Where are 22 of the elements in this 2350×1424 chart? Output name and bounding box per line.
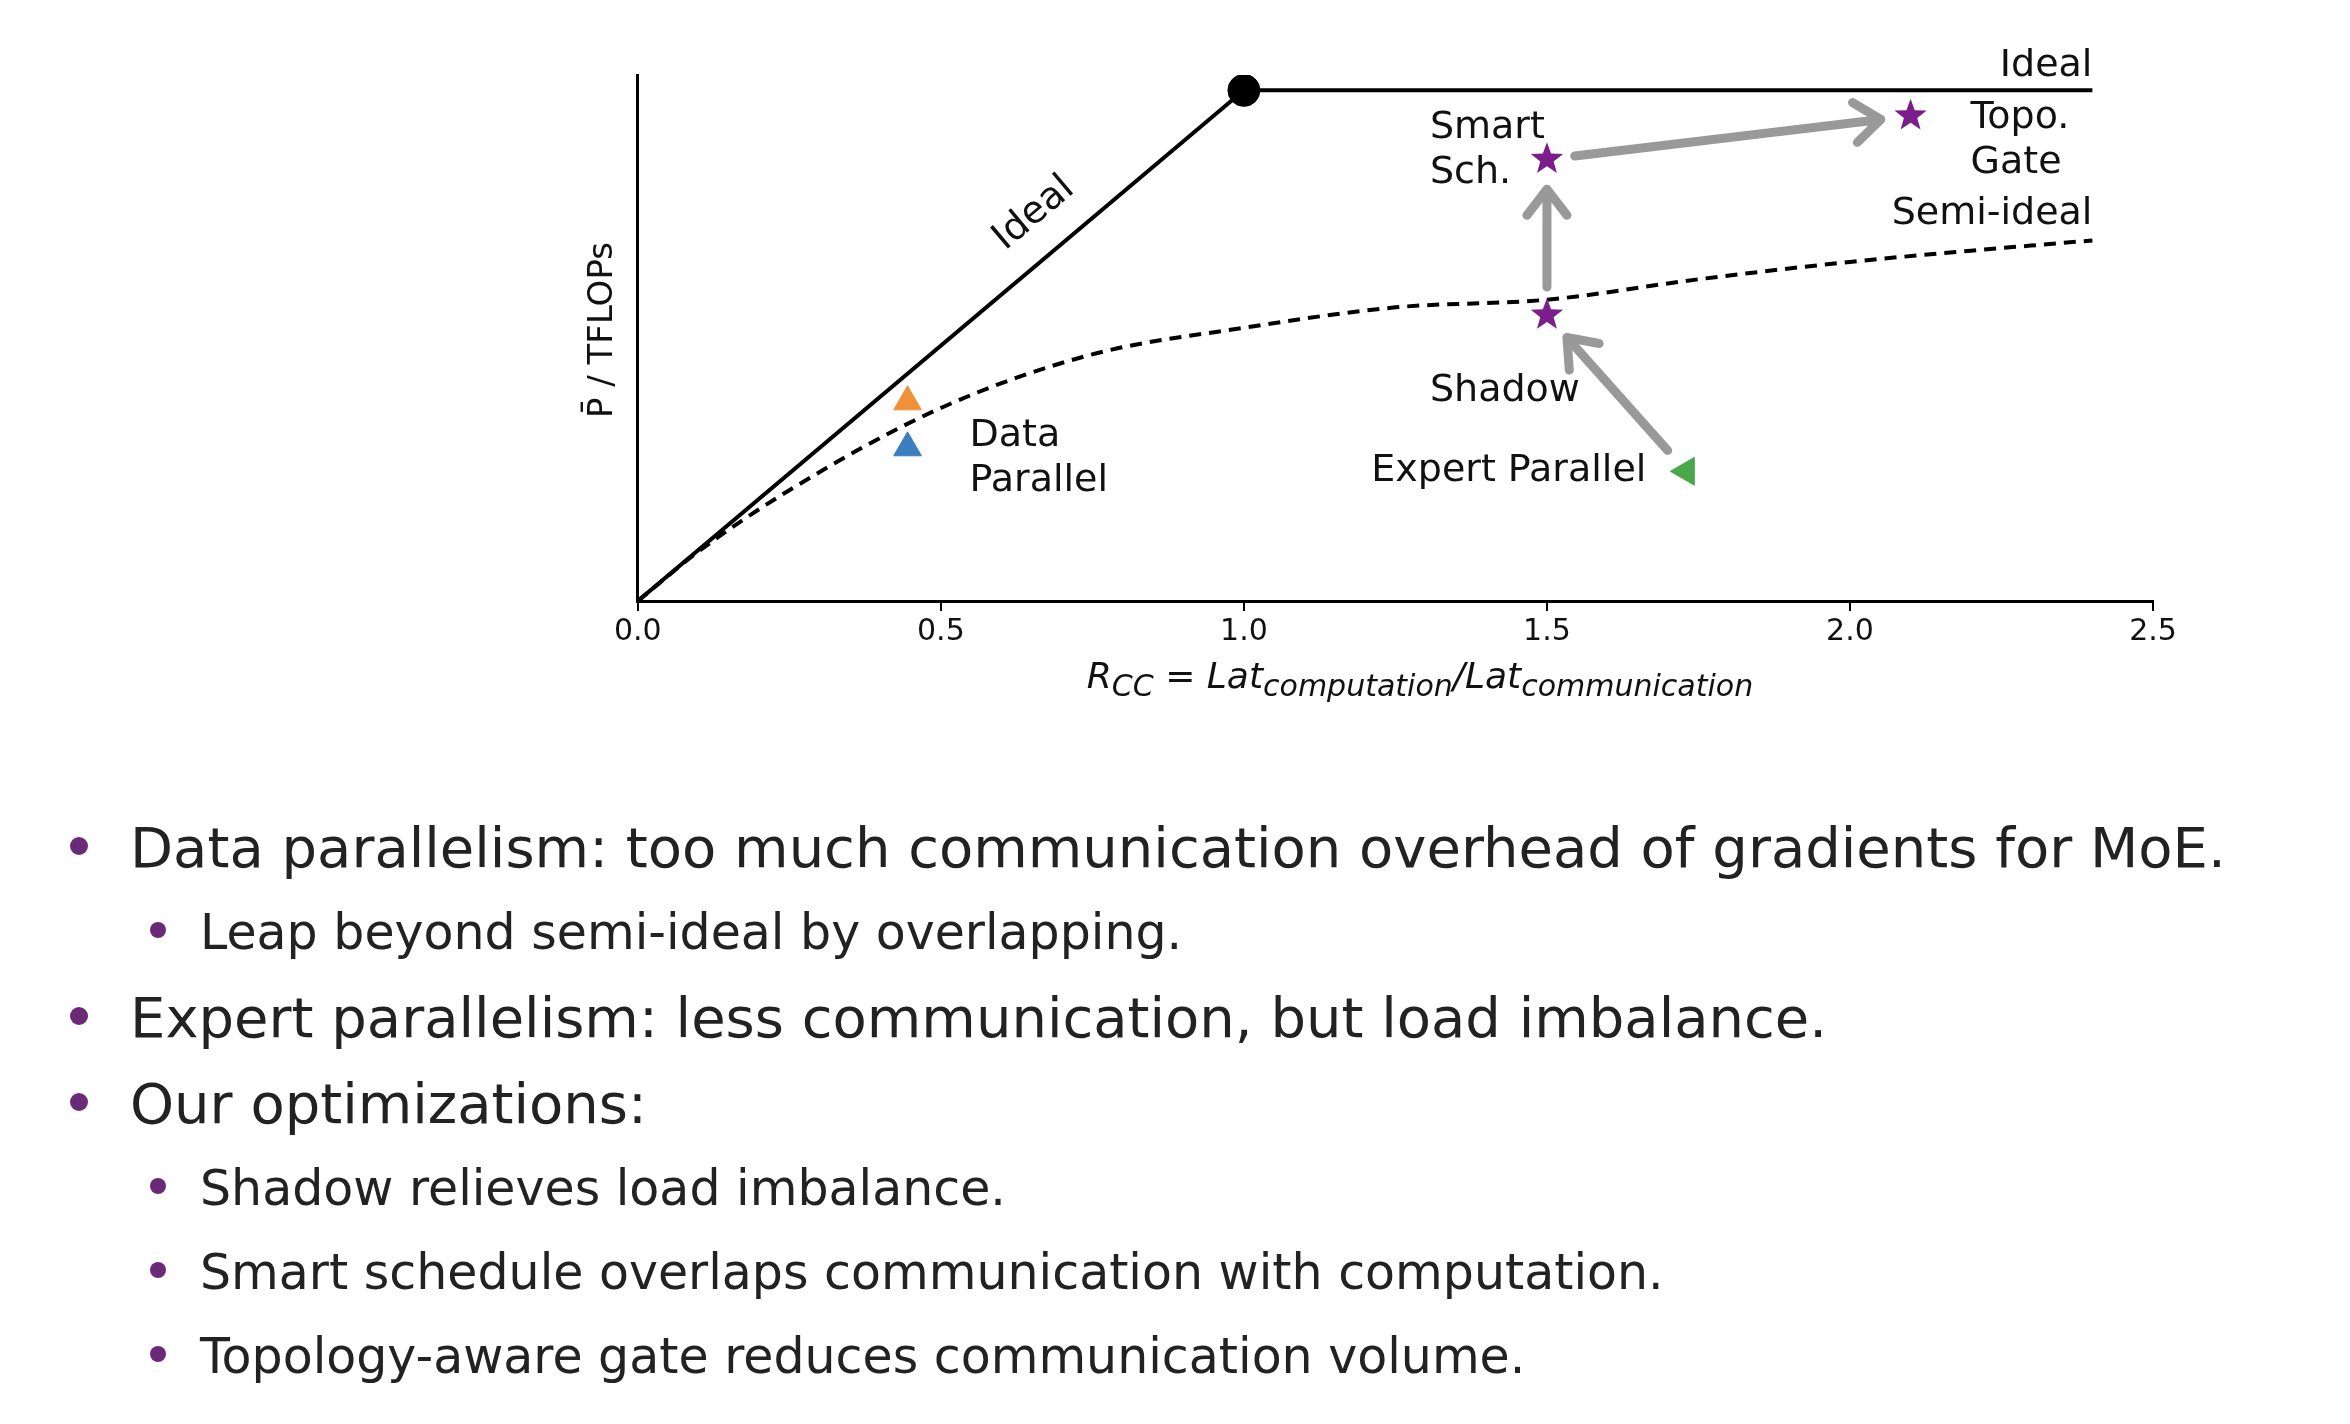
annotation: Semi-ideal (1891, 189, 2093, 234)
annotation: Data Parallel (969, 410, 1109, 500)
x-tick-label: 2.0 (1826, 611, 1874, 647)
x-tick-label: 0.0 (614, 611, 662, 647)
text: Data parallelism: too much communication overhead of gradients for MoE. (70, 805, 2226, 891)
annotation: Expert Parallel (1371, 446, 1647, 491)
text: Leap beyond semi-ideal by overlapping. (200, 891, 2226, 975)
text: Our optimizations: (70, 1061, 2226, 1147)
annotation: Ideal (1999, 41, 2093, 86)
annotation: Smart Sch. (1429, 103, 1545, 193)
annotation: Shadow (1429, 365, 1580, 410)
text: Expert parallelism: less communication, but load imbalance. (70, 975, 2226, 1061)
text: Smart schedule overlaps communication with computation. (200, 1231, 2226, 1315)
annotation: Topo. Gate (1969, 92, 2070, 182)
y-axis-title: P̄ / TFLOPs (580, 241, 620, 419)
x-tick-label: 1.0 (1220, 611, 1268, 647)
x-tick-label: 0.5 (917, 611, 965, 647)
x-axis-title: R$_{CC}$ = Lat$_{computation}$/Lat$_{communication}$ (1085, 655, 1755, 704)
text: Topology-aware gate reduces communication volume. (200, 1315, 2226, 1399)
x-tick-label: 2.5 (2129, 611, 2177, 647)
text: Shadow relieves load imbalance. (200, 1147, 2226, 1231)
x-tick-label: 1.5 (1523, 611, 1571, 647)
